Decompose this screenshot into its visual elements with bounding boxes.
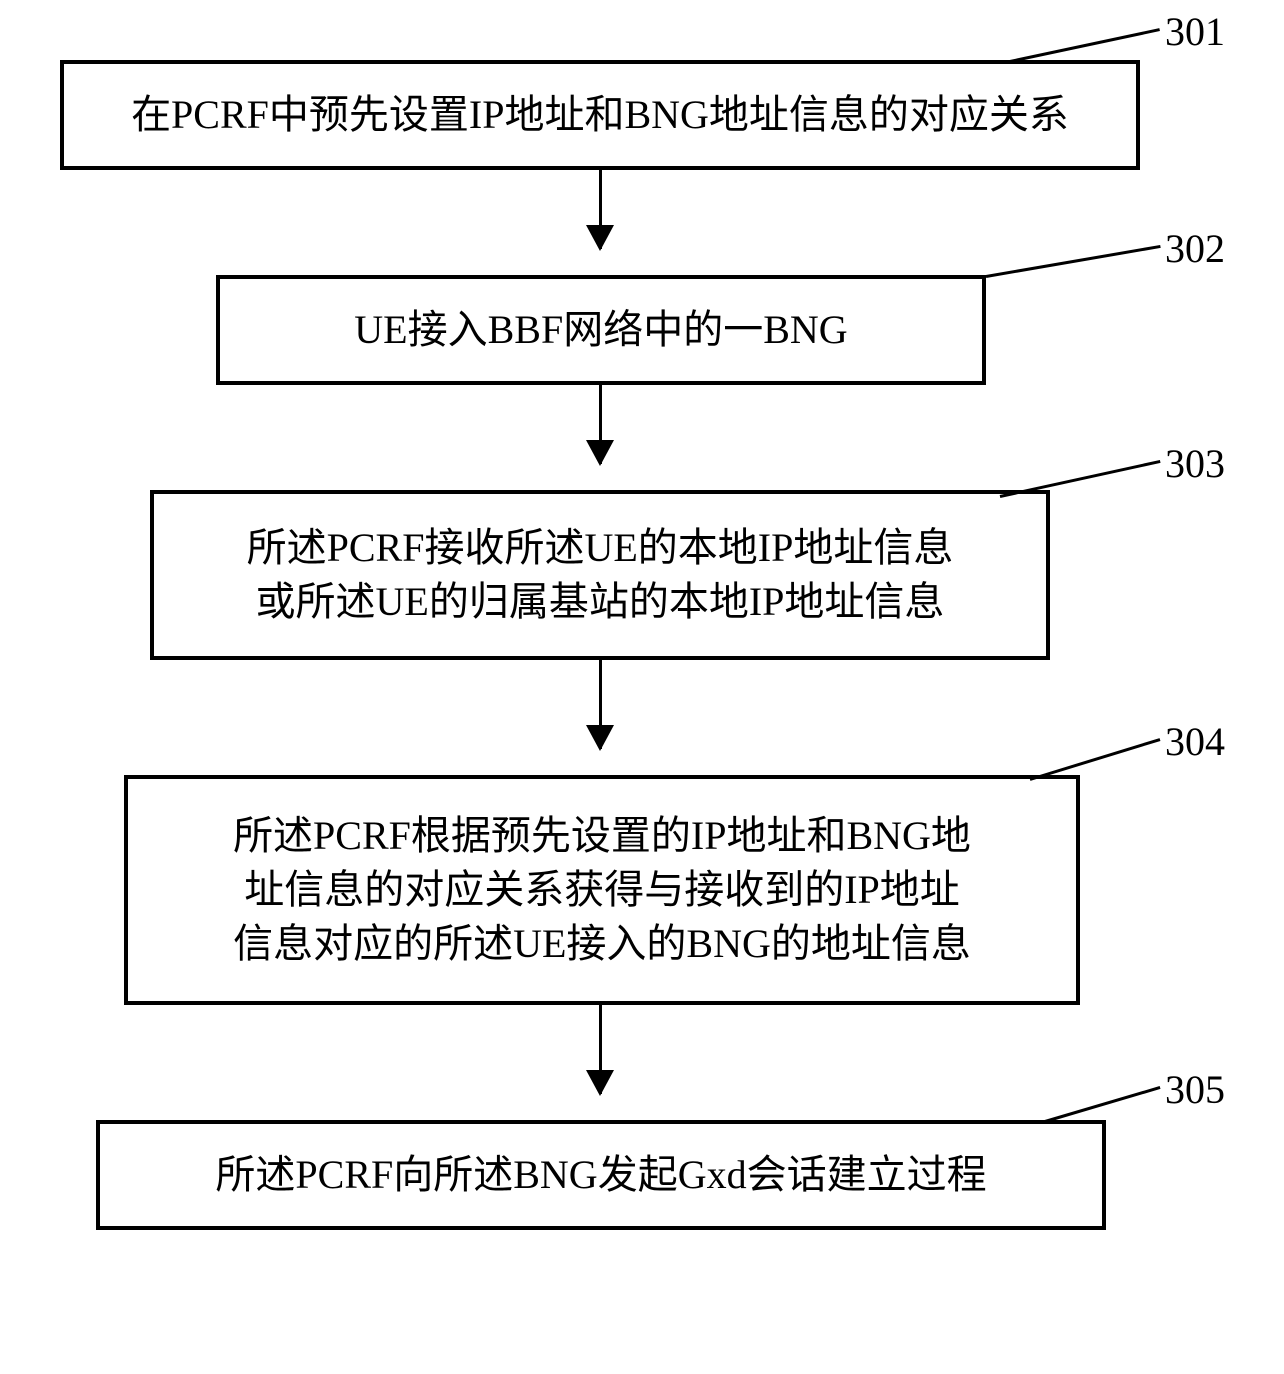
- flow-step-302-text: UE接入BBF网络中的一BNG: [354, 303, 847, 357]
- callout-line-304: [1030, 738, 1161, 781]
- flow-step-304: 所述PCRF根据预先设置的IP地址和BNG地 址信息的对应关系获得与接收到的IP…: [124, 775, 1080, 1005]
- flow-arrow-4-5: [599, 1005, 602, 1094]
- flow-arrow-1-2: [599, 170, 602, 249]
- flow-step-301-text: 在PCRF中预先设置IP地址和BNG地址信息的对应关系: [131, 88, 1069, 142]
- flow-step-303: 所述PCRF接收所述UE的本地IP地址信息 或所述UE的归属基站的本地IP地址信…: [150, 490, 1050, 660]
- flow-step-305-text: 所述PCRF向所述BNG发起Gxd会话建立过程: [215, 1148, 986, 1202]
- callout-line-305: [1045, 1086, 1161, 1123]
- step-number-304: 304: [1165, 718, 1225, 765]
- flow-step-303-text: 所述PCRF接收所述UE的本地IP地址信息 或所述UE的归属基站的本地IP地址信…: [247, 521, 954, 629]
- flow-step-305: 所述PCRF向所述BNG发起Gxd会话建立过程: [96, 1120, 1106, 1230]
- flow-step-302: UE接入BBF网络中的一BNG: [216, 275, 986, 385]
- step-number-302: 302: [1165, 225, 1225, 272]
- flow-arrow-2-3: [599, 385, 602, 464]
- step-number-301: 301: [1165, 8, 1225, 55]
- callout-line-302: [986, 245, 1161, 278]
- step-number-305: 305: [1165, 1066, 1225, 1113]
- callout-line-301: [1010, 28, 1161, 63]
- flow-arrow-3-4: [599, 660, 602, 749]
- callout-line-303: [1000, 460, 1161, 498]
- step-number-303: 303: [1165, 440, 1225, 487]
- flow-step-301: 在PCRF中预先设置IP地址和BNG地址信息的对应关系: [60, 60, 1140, 170]
- flow-step-304-text: 所述PCRF根据预先设置的IP地址和BNG地 址信息的对应关系获得与接收到的IP…: [233, 809, 971, 971]
